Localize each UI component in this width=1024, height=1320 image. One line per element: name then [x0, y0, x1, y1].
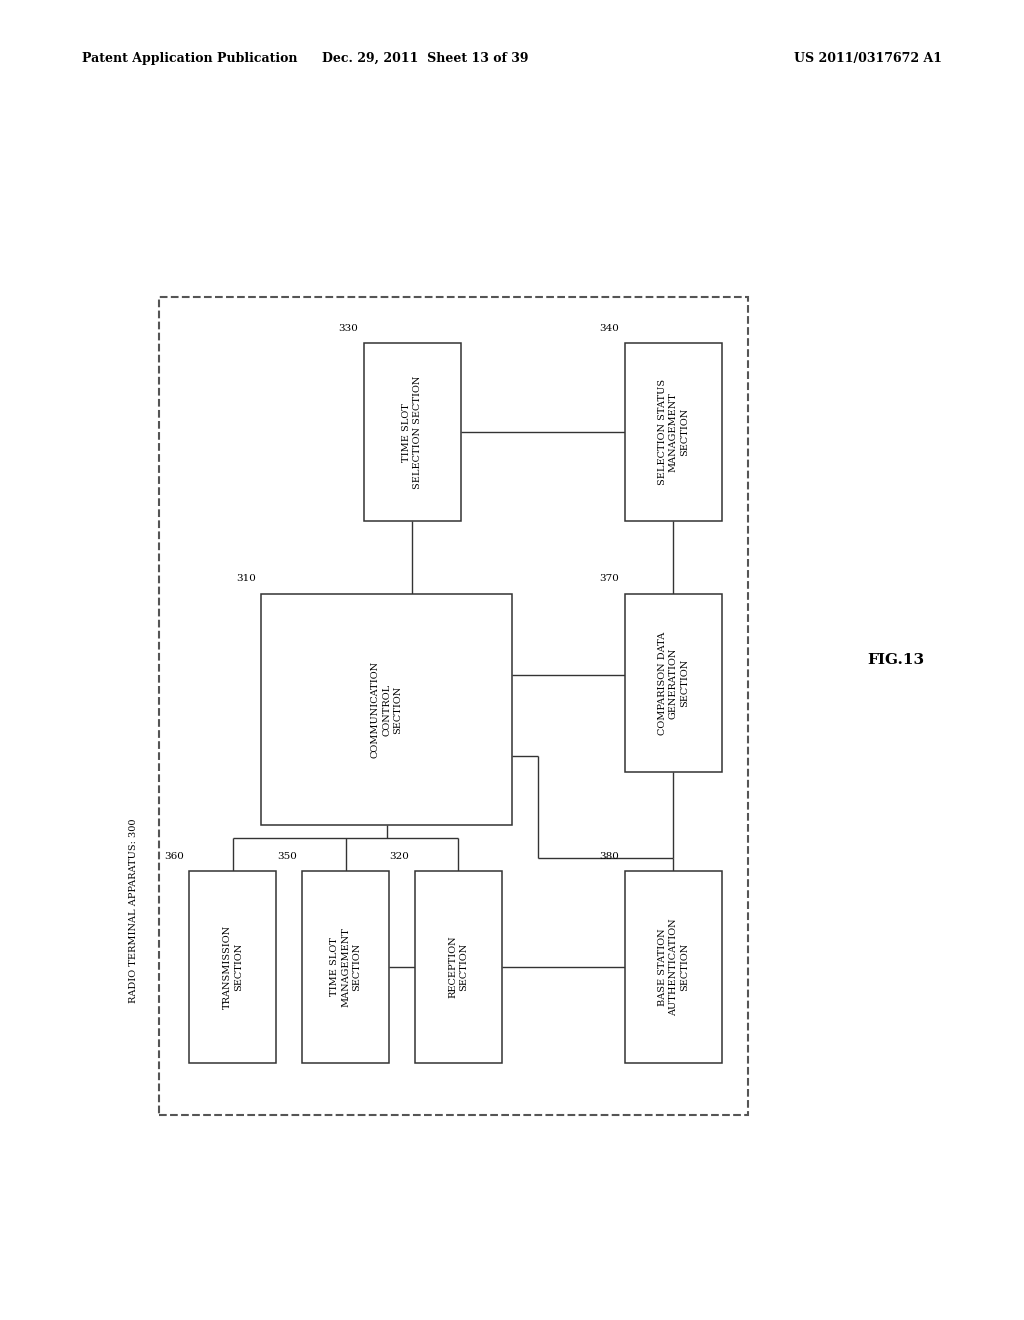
Text: SELECTION STATUS
MANAGEMENT
SECTION: SELECTION STATUS MANAGEMENT SECTION	[657, 379, 689, 486]
Text: BASE STATION
AUTHENTICATION
SECTION: BASE STATION AUTHENTICATION SECTION	[657, 919, 689, 1015]
FancyBboxPatch shape	[189, 871, 276, 1063]
Text: RADIO TERMINAL APPARATUS: 300: RADIO TERMINAL APPARATUS: 300	[129, 818, 137, 1003]
Text: 320: 320	[390, 851, 410, 861]
FancyBboxPatch shape	[625, 594, 722, 772]
FancyBboxPatch shape	[302, 871, 389, 1063]
Text: 310: 310	[237, 574, 256, 583]
Text: COMMUNICATION
CONTROL
SECTION: COMMUNICATION CONTROL SECTION	[371, 661, 402, 758]
Bar	[159, 297, 748, 1115]
Text: 370: 370	[600, 574, 620, 583]
Text: 340: 340	[600, 323, 620, 333]
Text: COMPARISON DATA
GENERATION
SECTION: COMPARISON DATA GENERATION SECTION	[657, 631, 689, 735]
Text: TRANSMISSION
SECTION: TRANSMISSION SECTION	[223, 925, 243, 1008]
FancyBboxPatch shape	[625, 871, 722, 1063]
Text: TIME SLOT
MANAGEMENT
SECTION: TIME SLOT MANAGEMENT SECTION	[330, 927, 361, 1007]
FancyBboxPatch shape	[261, 594, 512, 825]
Text: FIG.13: FIG.13	[867, 653, 925, 667]
Text: US 2011/0317672 A1: US 2011/0317672 A1	[794, 51, 942, 65]
FancyBboxPatch shape	[364, 343, 461, 521]
Text: 330: 330	[339, 323, 358, 333]
Text: Dec. 29, 2011  Sheet 13 of 39: Dec. 29, 2011 Sheet 13 of 39	[322, 51, 528, 65]
Text: Patent Application Publication: Patent Application Publication	[82, 51, 297, 65]
FancyBboxPatch shape	[415, 871, 502, 1063]
Text: 380: 380	[600, 851, 620, 861]
Text: RECEPTION
SECTION: RECEPTION SECTION	[449, 936, 468, 998]
Text: TIME SLOT
SELECTION SECTION: TIME SLOT SELECTION SECTION	[402, 376, 422, 488]
FancyBboxPatch shape	[625, 343, 722, 521]
Text: 360: 360	[165, 851, 184, 861]
Text: 350: 350	[278, 851, 297, 861]
